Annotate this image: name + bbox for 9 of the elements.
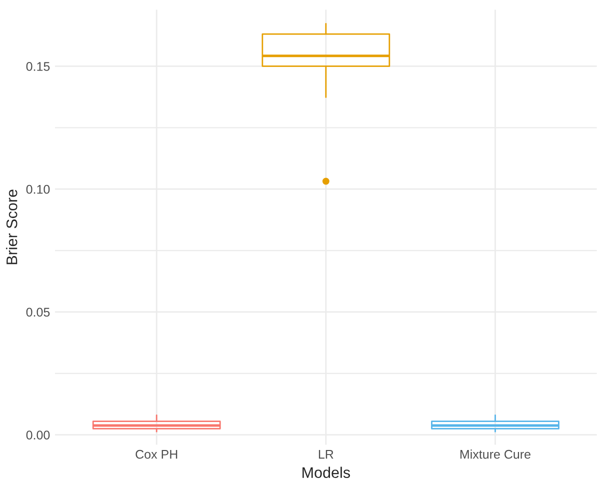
y-tick-label: 0.00 xyxy=(26,430,50,440)
x-tick-label: Mixture Cure xyxy=(460,450,530,459)
y-tick-label: 0.15 xyxy=(26,62,50,71)
y-tick-label: 0.10 xyxy=(26,184,50,194)
x-tick-label: LR xyxy=(318,450,334,459)
x-axis-title: Models xyxy=(302,466,350,478)
y-tick-label: 0.05 xyxy=(26,308,50,317)
x-tick-label: Cox PH xyxy=(136,450,178,459)
y-axis-title: Brier Score xyxy=(6,190,18,264)
